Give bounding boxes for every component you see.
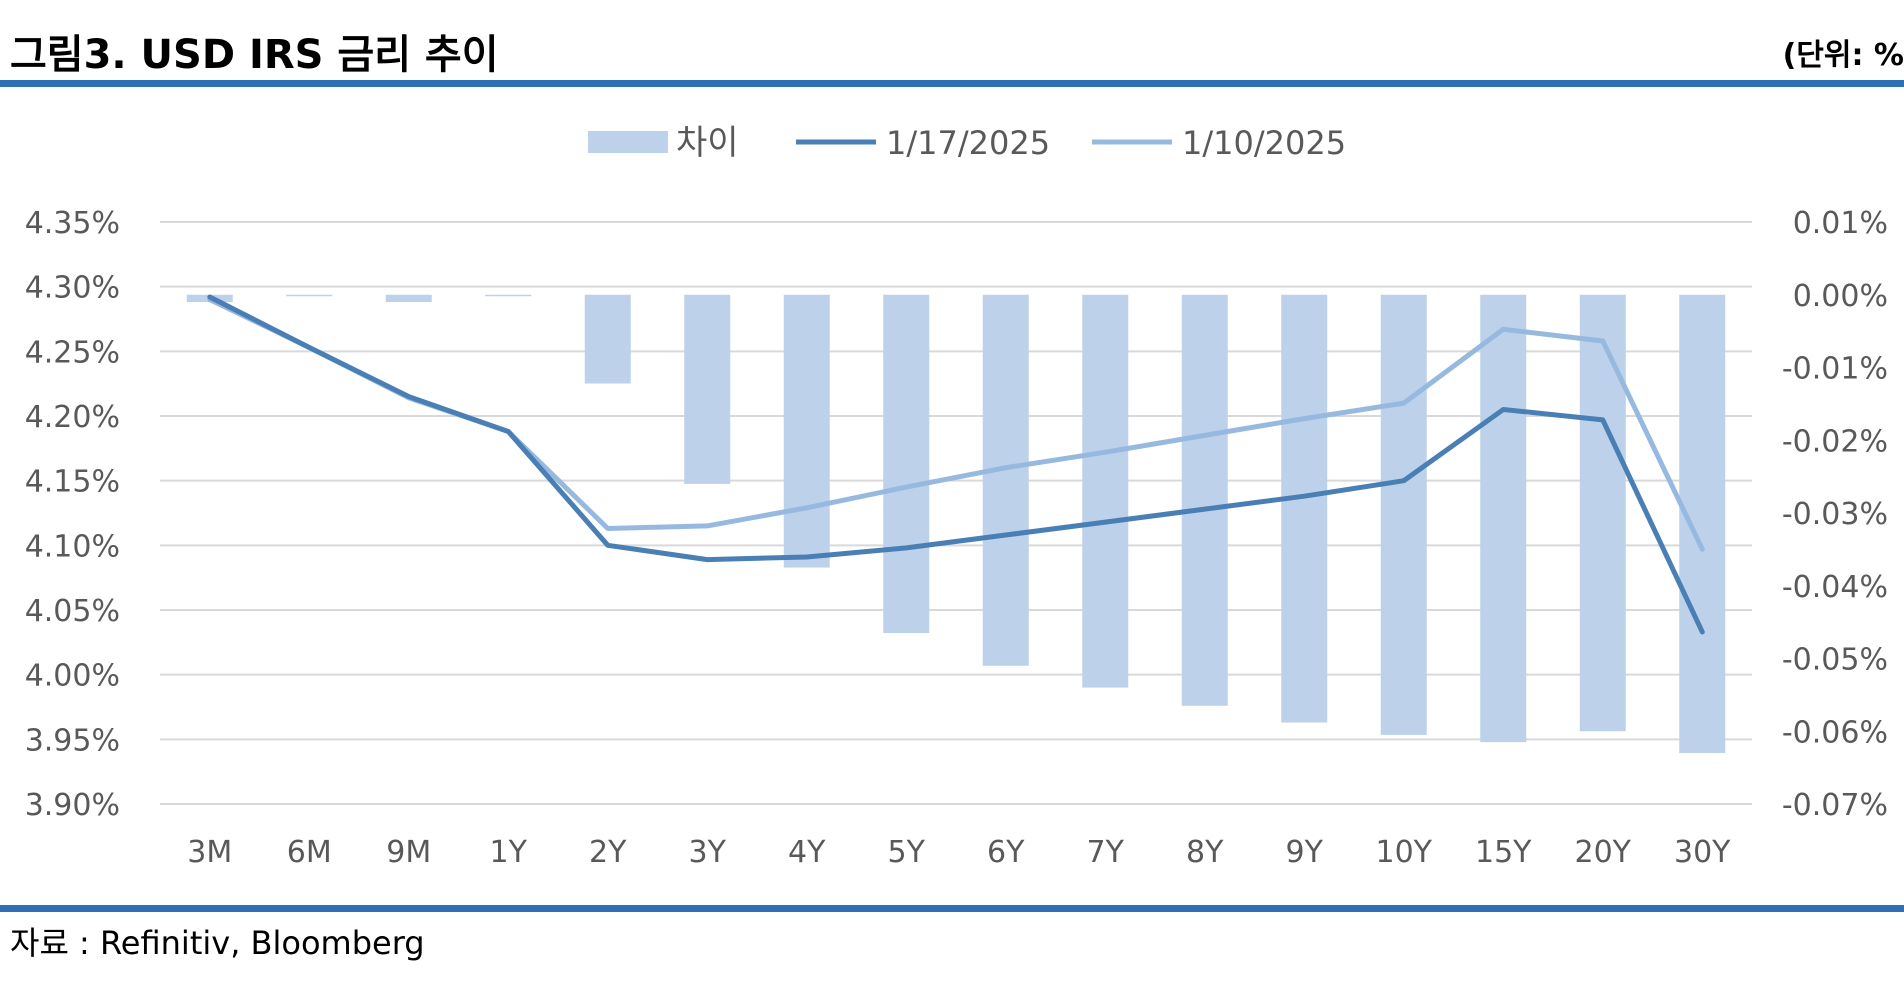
- x-tick-label: 3Y: [689, 835, 727, 870]
- y-left-tick-label: 4.35%: [25, 206, 120, 241]
- legend-label-0110: 1/10/2025: [1182, 124, 1346, 162]
- footer-rule: [0, 905, 1904, 912]
- x-tick-label: 10Y: [1376, 835, 1433, 870]
- bar-diff: [684, 294, 731, 484]
- x-tick-label: 3M: [187, 835, 232, 870]
- header-rule: [0, 80, 1904, 87]
- chart-title: 그림3. USD IRS 금리 추이: [10, 32, 499, 78]
- y-left-tick-label: 3.95%: [25, 723, 120, 758]
- y-right-tick-label: -0.02%: [1782, 424, 1888, 459]
- y-right-tick-label: -0.04%: [1782, 570, 1888, 605]
- bar-diff: [783, 294, 830, 568]
- x-tick-label: 5Y: [888, 835, 926, 870]
- bar-diff: [1281, 294, 1328, 723]
- bar-diff: [1679, 294, 1726, 754]
- bar-diff: [1579, 294, 1626, 732]
- bar-diff: [1082, 294, 1129, 688]
- y-right-tick-label: -0.07%: [1782, 788, 1888, 823]
- x-tick-label: 4Y: [788, 835, 826, 870]
- legend-swatch-diff: [588, 131, 668, 153]
- y-right-tick-label: 0.01%: [1793, 206, 1888, 241]
- y-left-tick-label: 4.15%: [25, 465, 120, 500]
- x-tick-label: 9M: [386, 835, 431, 870]
- legend-label-0117: 1/17/2025: [886, 124, 1050, 162]
- bar-diff: [286, 294, 333, 297]
- y-right-tick-label: -0.03%: [1782, 497, 1888, 532]
- x-tick-label: 30Y: [1674, 835, 1731, 870]
- y-left-tick-label: 4.10%: [25, 529, 120, 564]
- y-left-tick-label: 4.05%: [25, 594, 120, 629]
- y-left-tick-label: 4.25%: [25, 335, 120, 370]
- x-tick-label: 20Y: [1575, 835, 1632, 870]
- y-left-tick-label: 3.90%: [25, 788, 120, 823]
- x-tick-label: 15Y: [1475, 835, 1532, 870]
- bar-diff: [1480, 294, 1527, 743]
- bar-diff: [385, 294, 432, 303]
- y-right-tick-label: -0.01%: [1782, 352, 1888, 387]
- line-series-0117: [207, 294, 1705, 635]
- y-right-tick-label: -0.05%: [1782, 643, 1888, 678]
- unit-label: (단위: %: [1782, 38, 1904, 73]
- source-note: 자료 : Refinitiv, Bloomberg: [10, 924, 425, 962]
- bar-diff: [883, 294, 930, 634]
- y-left-tick-label: 4.20%: [25, 400, 120, 435]
- bar-diff: [584, 294, 631, 384]
- bar-diff: [1181, 294, 1228, 706]
- legend-label-diff: 차이: [676, 123, 739, 163]
- y-right-tick-label: -0.06%: [1782, 715, 1888, 750]
- x-tick-label: 1Y: [490, 835, 528, 870]
- x-tick-label: 6M: [287, 835, 332, 870]
- y-right-tick-label: 0.00%: [1793, 279, 1888, 314]
- bar-diff: [1380, 294, 1427, 735]
- bar-diff: [982, 294, 1029, 666]
- x-tick-label: 9Y: [1286, 835, 1324, 870]
- x-tick-label: 2Y: [589, 835, 627, 870]
- x-tick-label: 6Y: [987, 835, 1025, 870]
- bar-diff: [485, 294, 532, 297]
- irs-chart: 4.35% 4.30% 4.25% 4.20% 4.15% 4.10% 4.05% 4.00%…: [25, 123, 1888, 870]
- y-left-tick-label: 4.30%: [25, 271, 120, 306]
- x-tick-label: 7Y: [1087, 835, 1125, 870]
- x-tick-label: 8Y: [1186, 835, 1224, 870]
- y-left-tick-label: 4.00%: [25, 659, 120, 694]
